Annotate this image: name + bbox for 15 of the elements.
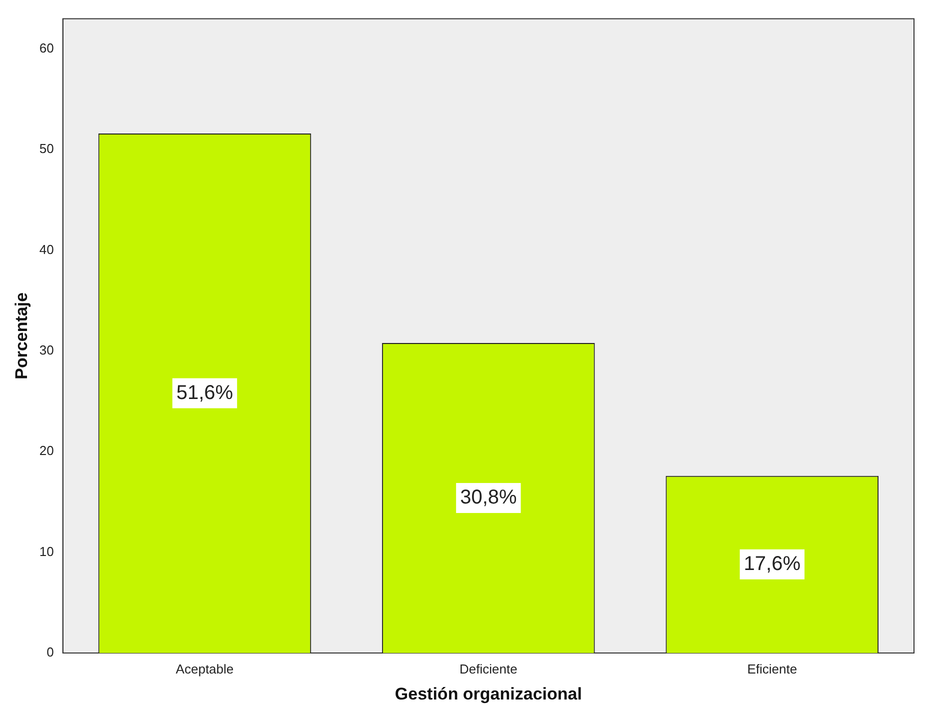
y-axis-title: Porcentaje — [12, 292, 31, 380]
data-label: 30,8% — [460, 486, 517, 508]
x-tick-label: Deficiente — [460, 661, 518, 676]
y-tick-label: 0 — [46, 644, 54, 660]
x-tick-label: Aceptable — [176, 661, 234, 676]
x-tick-label: Eficiente — [747, 661, 798, 676]
data-label: 51,6% — [176, 382, 234, 404]
y-tick-label: 20 — [39, 443, 54, 458]
y-tick-label: 60 — [39, 40, 54, 56]
data-label: 17,6% — [744, 552, 801, 575]
y-tick-label: 40 — [39, 242, 54, 257]
x-axis-title: Gestión organizacional — [394, 684, 582, 704]
y-tick-label: 10 — [39, 544, 54, 559]
y-tick-label: 30 — [39, 342, 54, 358]
y-tick-label: 50 — [39, 141, 54, 156]
